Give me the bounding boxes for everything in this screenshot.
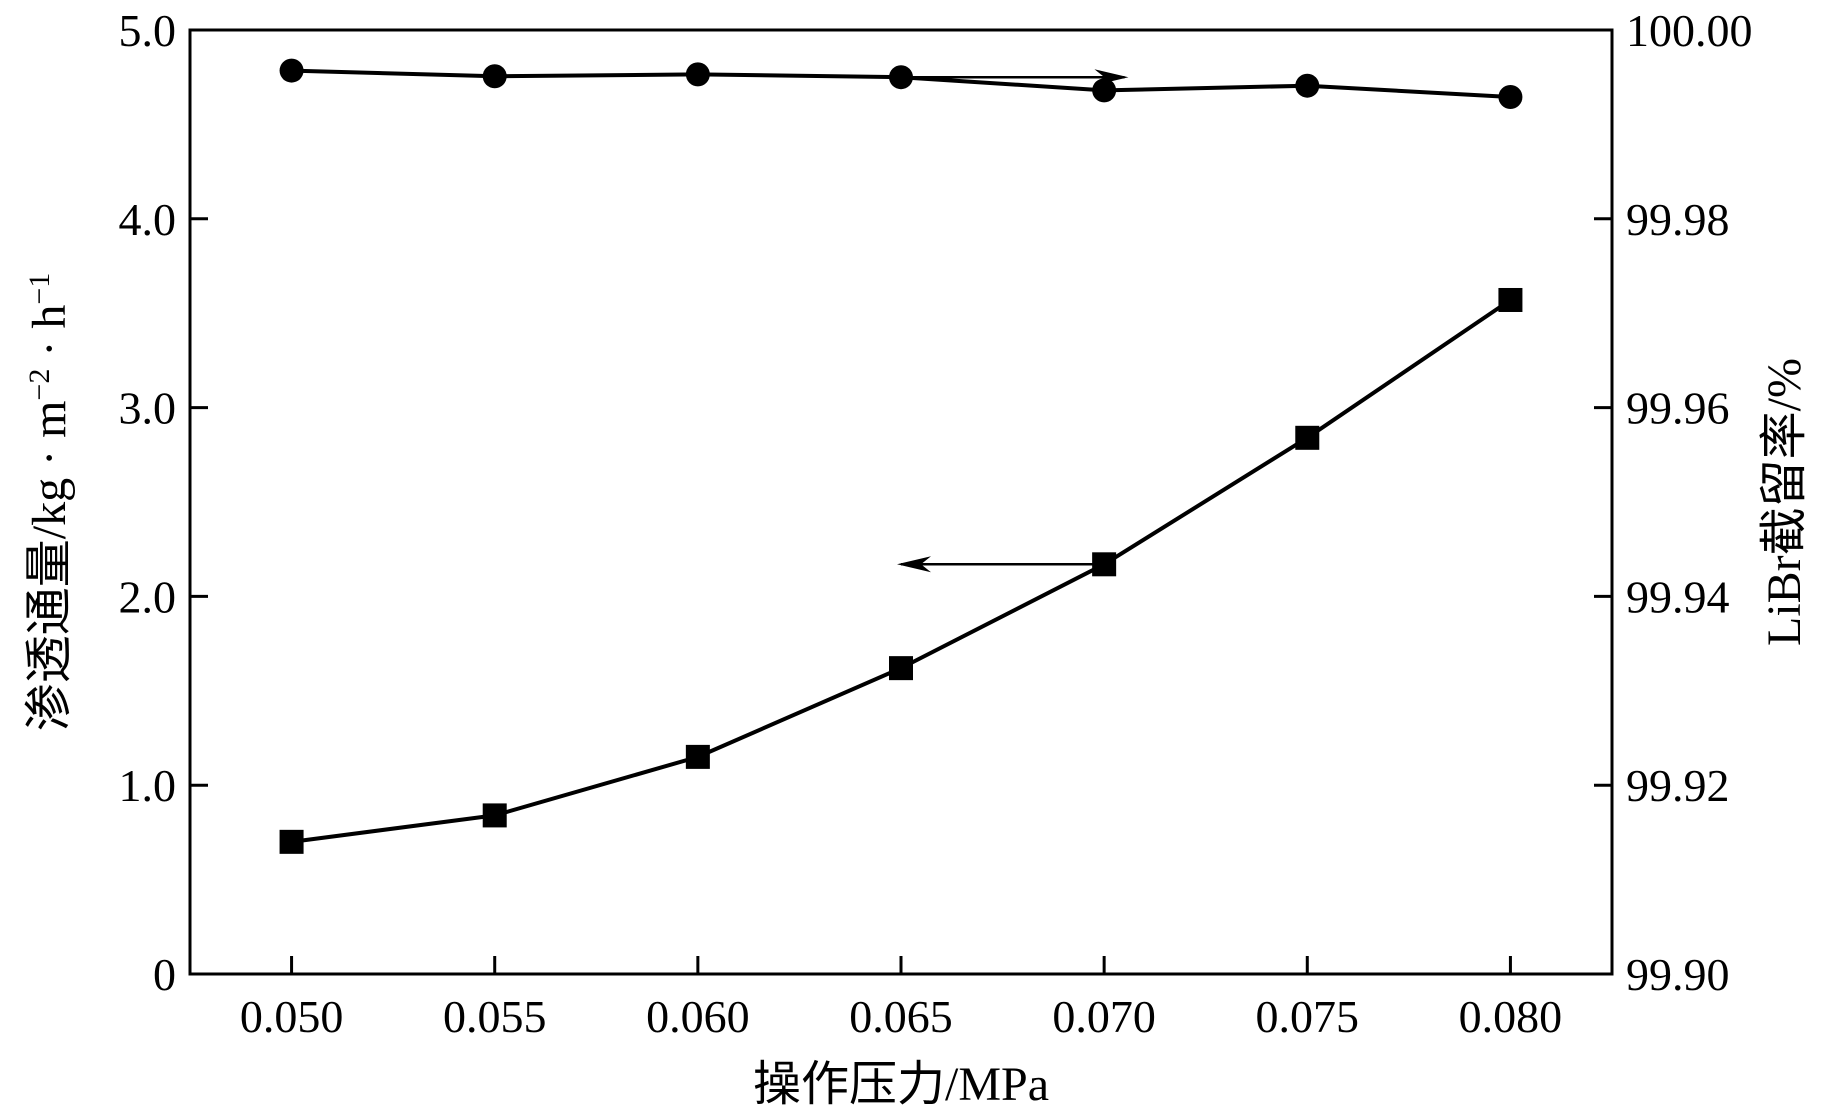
- x-tick-label: 0.070: [1052, 991, 1156, 1042]
- x-tick-label: 0.075: [1256, 991, 1360, 1042]
- x-tick-label: 0.050: [240, 991, 344, 1042]
- y-axis-left-title: 渗透通量/kg · m−2 · h−1: [23, 273, 77, 732]
- series-1-point: [1295, 425, 1320, 450]
- y-axis-left-title-main: 渗透通量/kg · m: [23, 401, 76, 732]
- x-axis-title: 操作压力/MPa: [753, 1058, 1049, 1111]
- series-2-point: [1295, 73, 1320, 98]
- y-axis-right-title: LiBr截留率/%: [1758, 358, 1811, 646]
- x-tick-label: 0.080: [1459, 991, 1563, 1042]
- series-2-point: [685, 62, 710, 87]
- y-right-tick-label: 99.96: [1626, 383, 1730, 434]
- y-axis-left-title-sup1: −2: [23, 369, 56, 401]
- series-2-point: [1092, 78, 1117, 103]
- x-tick-label: 0.065: [849, 991, 953, 1042]
- y-right-tick-label: 99.94: [1626, 571, 1730, 622]
- series-1-point: [279, 829, 304, 854]
- plot-frame: [188, 28, 1614, 976]
- y-right-tick-label: 99.92: [1626, 760, 1730, 811]
- y-left-tick-label: 1.0: [119, 760, 177, 811]
- y-right-tick-label: 99.98: [1626, 194, 1730, 245]
- series-2-point: [482, 64, 507, 89]
- y-left-tick-label: 4.0: [119, 194, 177, 245]
- series-1-point: [685, 744, 710, 769]
- y-axis-left-title-sup2: −1: [23, 273, 56, 305]
- y-left-tick-label: 2.0: [119, 571, 177, 622]
- series-1-point: [1498, 287, 1523, 312]
- series-2-point: [279, 58, 304, 83]
- x-tick-label: 0.060: [646, 991, 750, 1042]
- series-1-point: [889, 656, 913, 681]
- series-1-line: [291, 298, 1512, 844]
- arrow-head: [1094, 69, 1129, 86]
- y-right-tick-label: 100.00: [1626, 5, 1753, 56]
- x-tick-label: 0.055: [443, 991, 547, 1042]
- y-right-tick-label: 99.90: [1626, 949, 1730, 1000]
- y-left-tick-label: 0: [153, 949, 176, 1000]
- arrow-head: [897, 556, 931, 573]
- y-left-tick-label: 5.0: [119, 5, 177, 56]
- series-2-point: [1498, 85, 1523, 110]
- y-axis-left-title-mid: · h: [23, 305, 76, 369]
- y-left-tick-label: 3.0: [119, 383, 177, 434]
- series-1-point: [482, 803, 507, 828]
